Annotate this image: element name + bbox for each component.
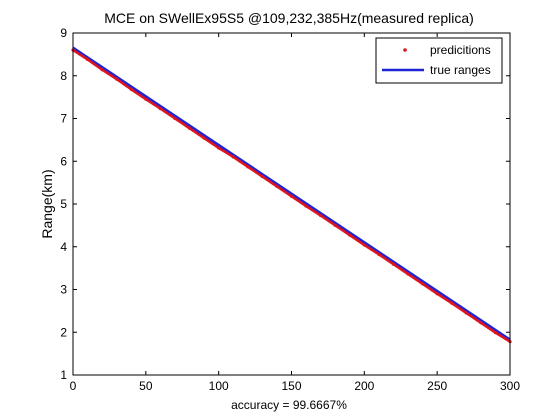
prediction-point xyxy=(391,262,396,266)
prediction-point xyxy=(479,321,483,325)
prediction-point xyxy=(421,282,425,286)
prediction-point xyxy=(406,272,410,276)
x-tick-label: 50 xyxy=(139,379,153,393)
prediction-point xyxy=(348,233,352,237)
prediction-point xyxy=(304,204,308,208)
y-tick-label: 1 xyxy=(60,368,67,382)
prediction-point xyxy=(333,223,337,227)
x-tick-label: 200 xyxy=(354,379,374,393)
legend-box xyxy=(375,37,503,84)
y-tick-label: 4 xyxy=(60,240,67,254)
prediction-point xyxy=(377,252,381,256)
prediction-point xyxy=(231,155,235,159)
legend-item-true-ranges: true ranges xyxy=(382,63,491,77)
prediction-point xyxy=(493,331,498,335)
y-axis-label: Range(km) xyxy=(39,169,55,238)
y-tick-label: 2 xyxy=(60,325,67,339)
y-tick-label: 9 xyxy=(60,26,67,40)
legend-marker-predictions xyxy=(403,48,407,52)
predictions-series xyxy=(71,48,512,344)
x-tick-label: 100 xyxy=(209,379,229,393)
x-tick-label: 300 xyxy=(500,379,520,393)
x-tick-label: 0 xyxy=(70,379,77,393)
x-axis: 0 50 100 150 200 250 300 xyxy=(70,33,520,393)
prediction-point xyxy=(187,126,192,130)
prediction-point xyxy=(85,57,90,62)
y-tick-label: 3 xyxy=(60,283,67,297)
prediction-point xyxy=(362,243,366,247)
prediction-point xyxy=(202,136,206,140)
legend: predicitions true ranges xyxy=(375,37,503,84)
y-tick-label: 7 xyxy=(60,112,67,126)
prediction-point xyxy=(260,174,264,179)
prediction-point xyxy=(217,146,221,150)
prediction-point xyxy=(115,77,119,81)
true-ranges-line xyxy=(72,46,511,342)
chart-title: MCE on SWellEx95S5 @109,232,385Hz(measur… xyxy=(104,10,474,26)
y-tick-label: 5 xyxy=(60,197,67,211)
prediction-point xyxy=(275,184,279,189)
y-tick-label: 8 xyxy=(60,69,67,83)
prediction-point xyxy=(450,301,454,305)
prediction-point xyxy=(100,68,104,72)
legend-label-true-ranges: true ranges xyxy=(430,63,491,77)
prediction-point xyxy=(319,213,323,218)
x-axis-label: accuracy = 99.6667% xyxy=(231,398,347,412)
y-tick-label: 6 xyxy=(60,154,67,168)
prediction-point xyxy=(144,97,148,101)
prediction-point xyxy=(464,311,468,315)
x-tick-label: 150 xyxy=(281,379,301,393)
prediction-point xyxy=(158,107,162,111)
prediction-point xyxy=(246,165,250,169)
plot-area xyxy=(73,33,510,375)
prediction-point xyxy=(173,116,177,121)
x-tick-label: 250 xyxy=(427,379,447,393)
true-ranges-series xyxy=(72,46,511,342)
prediction-point xyxy=(289,194,294,198)
legend-label-predictions: predicitions xyxy=(430,43,491,57)
prediction-point xyxy=(129,87,133,91)
prediction-point xyxy=(435,292,439,296)
y-axis: 1 2 3 4 5 6 7 8 9 xyxy=(60,26,510,382)
legend-item-predictions: predicitions xyxy=(403,43,491,57)
